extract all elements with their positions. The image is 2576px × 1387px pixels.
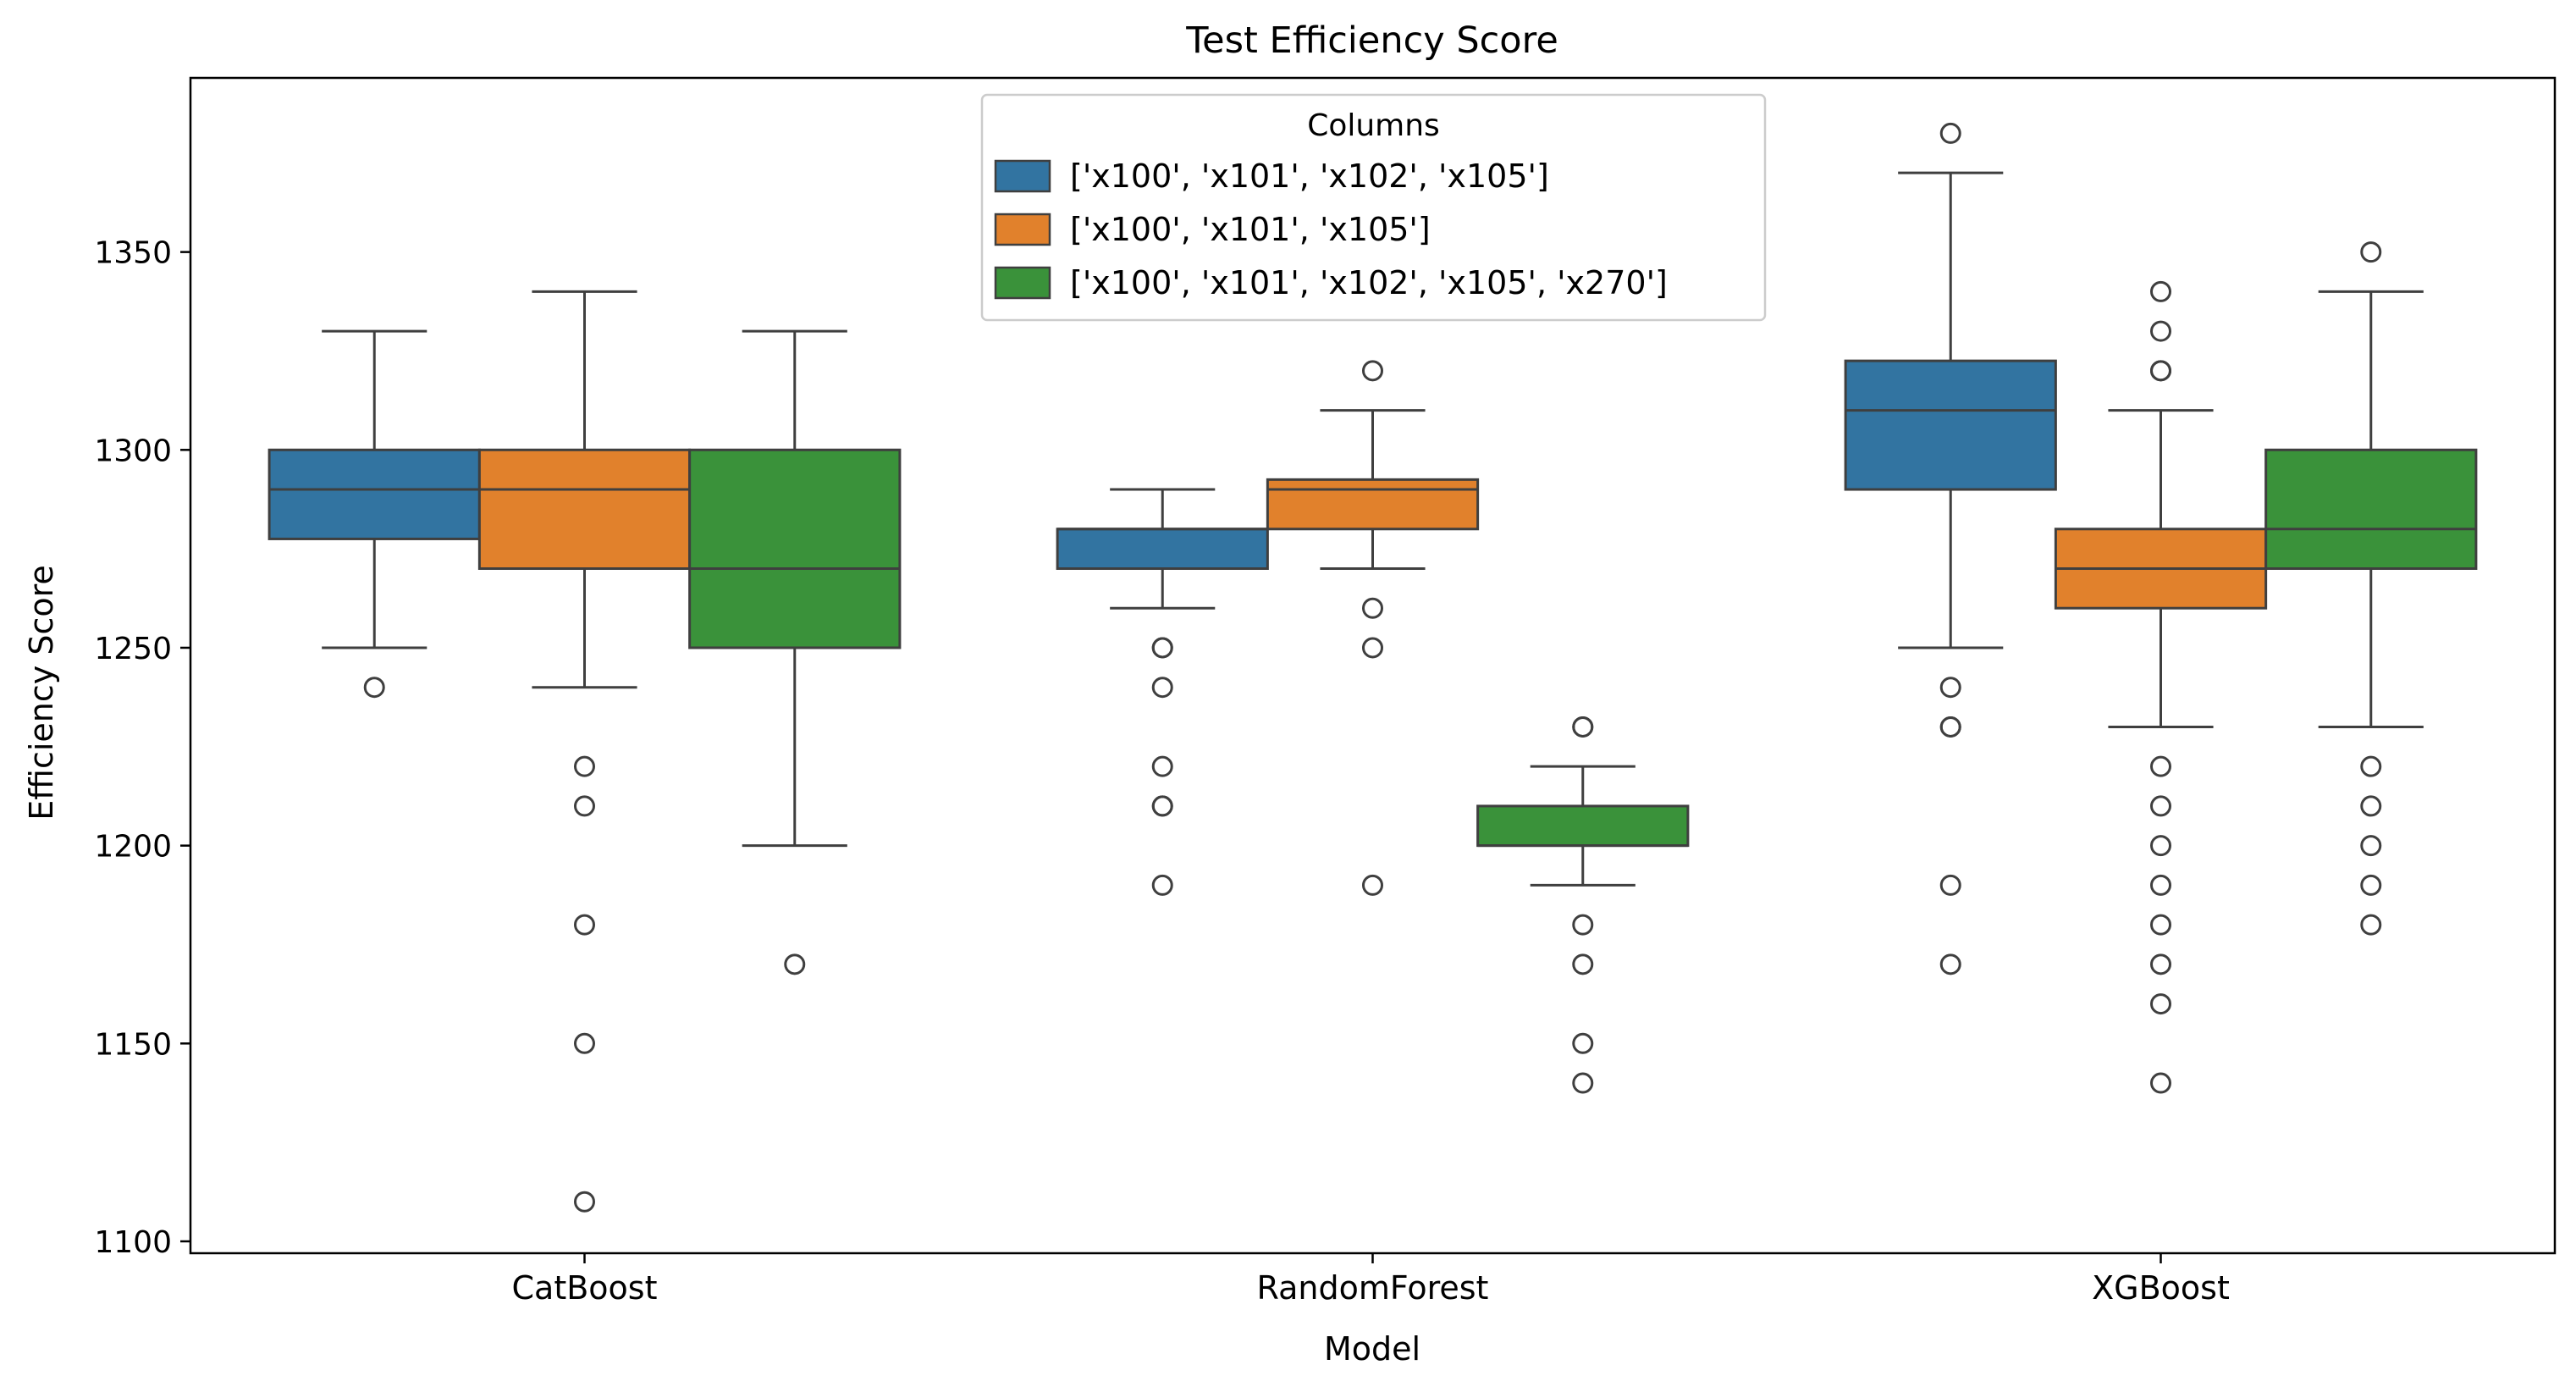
outlier-point xyxy=(1572,716,1594,738)
y-tick-label: 1200 xyxy=(94,830,172,865)
box-iqr xyxy=(477,448,692,571)
box-group xyxy=(2264,241,2478,936)
box-iqr xyxy=(1266,478,1480,531)
box-group xyxy=(2054,280,2268,1094)
x-axis-label: Model xyxy=(1324,1330,1420,1368)
box-iqr xyxy=(268,448,481,540)
outlier-point xyxy=(2150,1072,2171,1094)
y-tick-label: 1150 xyxy=(94,1027,172,1062)
outlier-point xyxy=(1572,953,1594,975)
outlier-point xyxy=(2150,360,2171,382)
outlier-point xyxy=(1362,637,1383,659)
outlier-point xyxy=(1939,716,1961,738)
outlier-point xyxy=(1939,874,1961,896)
outlier-point xyxy=(2360,241,2382,263)
outlier-point xyxy=(1939,122,1961,144)
y-axis-label: Efficiency Score xyxy=(23,565,60,821)
outlier-point xyxy=(2150,953,2171,975)
outlier-point xyxy=(363,677,385,699)
y-tick-label: 1300 xyxy=(94,434,172,468)
legend-swatch xyxy=(994,159,1051,193)
outlier-point xyxy=(2360,835,2382,857)
outlier-point xyxy=(2150,320,2171,342)
outlier-point xyxy=(1362,874,1383,896)
outlier-point xyxy=(574,755,595,777)
outlier-point xyxy=(2150,874,2171,896)
legend-swatch xyxy=(994,213,1051,246)
outlier-point xyxy=(1572,1072,1594,1094)
box-iqr xyxy=(688,448,902,649)
y-tick-label: 1250 xyxy=(94,632,172,666)
outlier-point xyxy=(574,914,595,936)
axes: 1100 1150 1200 1250 1300 1350 CatBoost RandomFo… xyxy=(94,76,2557,1307)
box-group xyxy=(1476,716,1690,1094)
y-tick-label: 1100 xyxy=(94,1225,172,1260)
outlier-point xyxy=(1151,677,1173,699)
plot-area xyxy=(268,122,2478,1213)
outlier-point xyxy=(1572,1032,1594,1054)
box-iqr xyxy=(1844,359,2057,491)
legend-entry-label: ['x100', 'x101', 'x102', 'x105', 'x270'] xyxy=(1070,264,1668,301)
box-group xyxy=(268,329,481,699)
outlier-point xyxy=(574,1191,595,1213)
outlier-point xyxy=(1939,953,1961,975)
outlier-point xyxy=(2150,795,2171,817)
box-iqr xyxy=(1056,528,1269,571)
outlier-point xyxy=(2360,914,2382,936)
legend-title: Columns xyxy=(1307,108,1440,143)
legend-swatch xyxy=(994,266,1051,300)
outlier-point xyxy=(1151,755,1173,777)
box-group xyxy=(1844,122,2057,975)
outlier-point xyxy=(2150,280,2171,302)
legend-entry-label: ['x100', 'x101', 'x105'] xyxy=(1070,211,1431,248)
outlier-point xyxy=(784,953,806,975)
outlier-point xyxy=(1362,360,1383,382)
outlier-point xyxy=(574,1032,595,1054)
x-tick-label: XGBoost xyxy=(2092,1269,2230,1307)
outlier-point xyxy=(2150,914,2171,936)
outlier-point xyxy=(1151,795,1173,817)
outlier-point xyxy=(574,795,595,817)
legend-box xyxy=(980,93,1767,322)
box-iqr xyxy=(1476,804,1690,848)
x-tick-label: CatBoost xyxy=(512,1269,658,1307)
outlier-point xyxy=(2360,874,2382,896)
box-iqr xyxy=(2264,448,2478,571)
legend-entry-label: ['x100', 'x101', 'x102', 'x105'] xyxy=(1070,157,1549,195)
box-group xyxy=(688,329,902,975)
outlier-point xyxy=(1362,597,1383,619)
chart-title: Test Efficiency Score xyxy=(1185,19,1558,62)
outlier-point xyxy=(1939,677,1961,699)
outlier-point xyxy=(2360,755,2382,777)
box-group xyxy=(1056,488,1269,896)
outlier-point xyxy=(2150,993,2171,1015)
outlier-point xyxy=(2360,795,2382,817)
box-group xyxy=(1266,360,1480,896)
outlier-point xyxy=(1151,637,1173,659)
outlier-point xyxy=(1572,914,1594,936)
x-tick-label: RandomForest xyxy=(1257,1269,1489,1307)
legend: Columns ['x100', 'x101', 'x102', 'x105'] [… xyxy=(980,93,1767,322)
outlier-point xyxy=(1151,874,1173,896)
outlier-point xyxy=(2150,755,2171,777)
outlier-point xyxy=(2150,835,2171,857)
box-group xyxy=(477,290,692,1213)
y-tick-label: 1350 xyxy=(94,236,172,271)
